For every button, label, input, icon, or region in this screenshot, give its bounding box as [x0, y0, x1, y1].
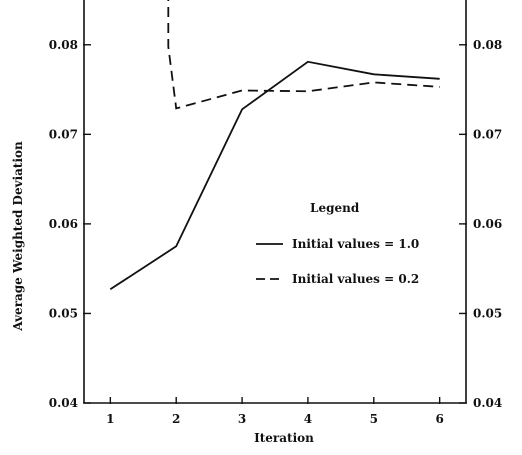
x-tick-label: 6	[435, 412, 443, 426]
y-tick-label-right: 0.07	[473, 127, 502, 141]
x-axis-title: Iteration	[254, 431, 314, 445]
y-tick-label-right: 0.08	[473, 38, 502, 52]
y-tick-label-left: 0.06	[49, 217, 78, 231]
y-tick-label-right: 0.06	[473, 217, 502, 231]
x-tick-label: 5	[370, 412, 378, 426]
legend-label-series-2: Initial values = 0.2	[292, 272, 419, 286]
y-tick-label-left: 0.07	[49, 127, 78, 141]
legend: Legend Initial values = 1.0 Initial valu…	[256, 201, 419, 286]
x-tick-label: 1	[106, 412, 114, 426]
ticks: 0.04 0.04 0.05 0.05 0.06 0.06 0.07 0.07 0.08 0.08…	[49, 38, 502, 426]
y-tick-label-left: 0.08	[49, 38, 78, 52]
x-tick-label: 4	[304, 412, 312, 426]
legend-title: Legend	[310, 201, 360, 215]
series-line-1	[109, 60, 440, 291]
axes	[83, 0, 467, 404]
y-tick-label-right: 0.04	[473, 396, 502, 410]
y-tick-label-left: 0.04	[49, 396, 78, 410]
series-line-2	[167, 0, 440, 110]
y-tick-label-right: 0.05	[473, 306, 502, 320]
legend-label-series-1: Initial values = 1.0	[292, 237, 419, 251]
x-tick-label: 2	[172, 412, 180, 426]
x-tick-label: 3	[238, 412, 246, 426]
series-layer	[109, 0, 440, 291]
y-tick-label-left: 0.05	[49, 306, 78, 320]
y-axis-title: Average Weighted Deviation	[11, 141, 25, 332]
